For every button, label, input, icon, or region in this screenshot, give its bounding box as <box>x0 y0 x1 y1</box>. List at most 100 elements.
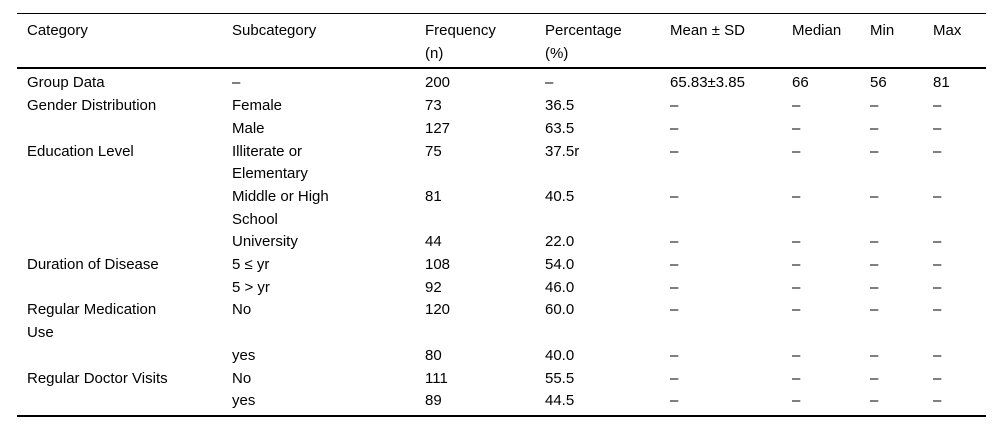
cell-mean_sd: – <box>670 142 679 160</box>
cell-category: Group Data <box>27 74 105 92</box>
cell-max: – <box>933 187 942 205</box>
cell-category: Regular Doctor Visits <box>27 369 168 387</box>
cell-min: – <box>870 233 879 251</box>
table-row: Regular Medication Use No 120 60.0 – – – – <box>17 299 986 344</box>
table-row: Middle or High School 81 40.5 – – – – <box>17 186 986 231</box>
cell-median: – <box>792 301 801 319</box>
cell-frequency: 92 <box>425 278 442 296</box>
cell-category <box>17 118 232 141</box>
cell-max: – <box>933 346 942 364</box>
cell-percentage: 63.5 <box>545 119 575 137</box>
column-header-subcategory: Subcategory <box>232 13 425 70</box>
cell-max: – <box>933 301 942 319</box>
cell-min: – <box>870 187 879 205</box>
cell-subcategory: yes <box>232 346 256 364</box>
table-row: Gender Distribution Female 73 36.5 – – – – <box>17 95 986 118</box>
column-header-category: Category <box>17 13 232 70</box>
cell-mean_sd: – <box>670 392 679 410</box>
cell-subcategory: Illiterate or Elementary <box>232 142 308 183</box>
cell-median: – <box>792 142 801 160</box>
cell-median: – <box>792 346 801 364</box>
cell-category <box>17 231 232 254</box>
column-header-min: Min <box>870 13 933 70</box>
cell-frequency: 111 <box>425 369 448 387</box>
cell-category <box>17 390 232 416</box>
column-header-mean_sd: Mean ± SD <box>670 13 792 70</box>
cell-percentage: 46.0 <box>545 278 575 296</box>
cell-mean_sd: – <box>670 256 679 274</box>
cell-frequency: 200 <box>425 74 451 92</box>
cell-subcategory: Male <box>232 119 265 137</box>
cell-mean_sd: – <box>670 97 679 115</box>
cell-category <box>17 186 232 231</box>
cell-category: Education Level <box>27 142 134 160</box>
cell-median: – <box>792 278 801 296</box>
cell-frequency: 127 <box>425 119 451 137</box>
cell-percentage: 22.0 <box>545 233 575 251</box>
cell-min: – <box>870 369 879 387</box>
cell-median: – <box>792 233 801 251</box>
cell-min: – <box>870 142 879 160</box>
cell-min: – <box>870 346 879 364</box>
cell-max: – <box>933 278 942 296</box>
cell-mean_sd: – <box>670 369 679 387</box>
cell-percentage: – <box>545 74 554 92</box>
column-header-frequency: Frequency (n) <box>425 13 545 70</box>
cell-frequency: 108 <box>425 256 451 274</box>
cell-median: – <box>792 119 801 137</box>
cell-mean_sd: – <box>670 278 679 296</box>
cell-percentage: 40.0 <box>545 346 575 364</box>
cell-frequency: 89 <box>425 392 442 410</box>
column-header-max: Max <box>933 13 986 70</box>
cell-percentage: 55.5 <box>545 369 575 387</box>
table-row: Regular Doctor Visits No 111 55.5 – – – – <box>17 368 986 391</box>
column-header-median: Median <box>792 13 870 70</box>
cell-median: – <box>792 256 801 274</box>
cell-category: Duration of Disease <box>27 256 159 274</box>
cell-min: – <box>870 256 879 274</box>
cell-subcategory: Middle or High School <box>232 187 329 228</box>
cell-mean_sd: – <box>670 187 679 205</box>
table-row: University 44 22.0 – – – – <box>17 231 986 254</box>
cell-frequency: 44 <box>425 233 442 251</box>
cell-subcategory: No <box>232 369 252 387</box>
cell-percentage: 44.5 <box>545 392 575 410</box>
column-header-percentage: Percentage (%) <box>545 13 670 70</box>
cell-category: Regular Medication Use <box>27 301 157 342</box>
table-row: yes 89 44.5 – – – – <box>17 390 986 416</box>
cell-max: – <box>933 119 942 137</box>
cell-max: – <box>933 142 942 160</box>
cell-category <box>17 345 232 368</box>
cell-min: 56 <box>870 74 887 92</box>
cell-subcategory: yes <box>232 392 256 410</box>
table-body: Group Data – 200 – 65.83±3.85 66 56 81 Gender Di… <box>17 68 986 416</box>
statistics-table-container: Category Subcategory Frequency (n) Percenta… <box>17 13 986 417</box>
cell-frequency: 80 <box>425 346 442 364</box>
cell-category: Gender Distribution <box>27 97 157 115</box>
cell-frequency: 81 <box>425 187 442 205</box>
cell-mean_sd: 65.83±3.85 <box>670 74 745 92</box>
table-row: Duration of Disease 5 ≤ yr 108 54.0 – – – – <box>17 254 986 277</box>
cell-median: – <box>792 187 801 205</box>
cell-max: – <box>933 256 942 274</box>
cell-min: – <box>870 119 879 137</box>
table-row: Group Data – 200 – 65.83±3.85 66 56 81 <box>17 68 986 95</box>
cell-mean_sd: – <box>670 346 679 364</box>
cell-subcategory: Female <box>232 97 283 115</box>
cell-median: – <box>792 97 801 115</box>
cell-mean_sd: – <box>670 301 679 319</box>
cell-min: – <box>870 392 879 410</box>
cell-frequency: 73 <box>425 97 442 115</box>
cell-subcategory: No <box>232 301 252 319</box>
cell-percentage: 40.5 <box>545 187 575 205</box>
cell-subcategory: – <box>232 74 241 92</box>
cell-category <box>17 277 232 300</box>
cell-percentage: 37.5r <box>545 142 580 160</box>
cell-mean_sd: – <box>670 233 679 251</box>
table-row: Education Level Illiterate or Elementary 7… <box>17 141 986 186</box>
cell-min: – <box>870 301 879 319</box>
cell-subcategory: University <box>232 233 298 251</box>
cell-max: 81 <box>933 74 950 92</box>
cell-percentage: 36.5 <box>545 97 575 115</box>
cell-subcategory: 5 ≤ yr <box>232 256 270 274</box>
